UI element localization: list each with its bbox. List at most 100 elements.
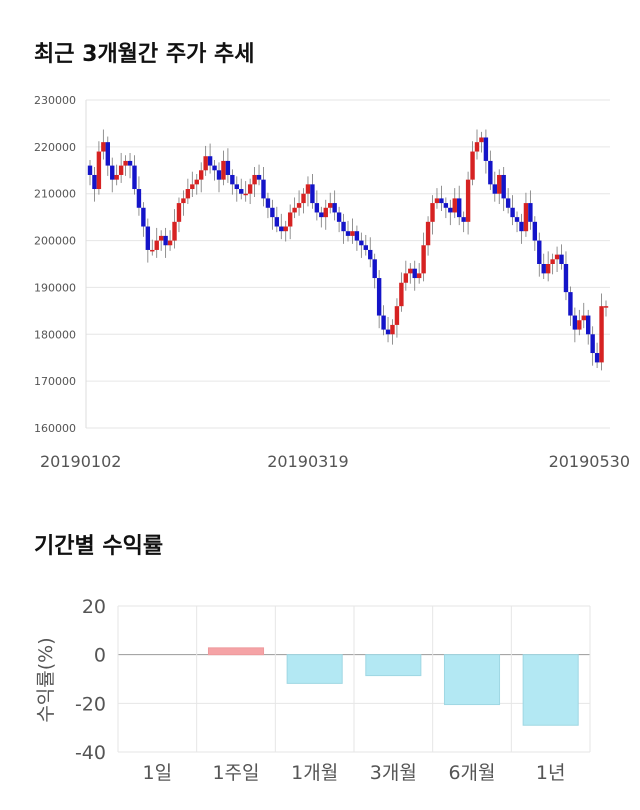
- candle-down: [110, 165, 115, 180]
- candle-down: [510, 207, 515, 218]
- x-category-label: 3개월: [370, 762, 417, 784]
- candle-up: [203, 156, 208, 171]
- candle-down: [256, 174, 262, 180]
- candle-down: [537, 240, 542, 264]
- candle-up: [416, 273, 422, 279]
- candle-down: [345, 231, 351, 236]
- candle-down: [92, 174, 97, 190]
- candle-down: [439, 198, 444, 204]
- candle-down: [141, 207, 146, 227]
- candle-down: [505, 198, 511, 208]
- candle-down: [372, 259, 377, 279]
- return-bar: [522, 654, 579, 726]
- candle-down: [385, 329, 391, 335]
- candle-down: [261, 179, 266, 199]
- candle-up: [252, 174, 257, 185]
- y-tick-label: 160000: [34, 422, 76, 435]
- candle-down: [412, 268, 417, 279]
- candle-up: [421, 245, 426, 274]
- candle-up: [154, 240, 159, 250]
- candle-down: [239, 189, 244, 194]
- candle-up: [283, 226, 288, 232]
- candle-down: [270, 207, 275, 218]
- candle-up: [221, 160, 226, 180]
- candle-down: [541, 264, 546, 274]
- candle-up: [554, 254, 560, 260]
- y-tick-label: 190000: [34, 281, 76, 294]
- candle-up: [296, 203, 302, 208]
- candle-down: [532, 221, 538, 241]
- x-tick-label: 20190102: [40, 452, 121, 471]
- x-category-label: 1년: [536, 762, 566, 784]
- candle-up: [403, 273, 409, 283]
- candle-down: [341, 221, 346, 232]
- candle-up: [350, 231, 355, 236]
- y-tick-label: -20: [75, 693, 106, 715]
- x-tick-label: 20190319: [267, 452, 348, 471]
- candle-down: [207, 156, 213, 166]
- candle-up: [452, 198, 457, 213]
- y-tick-label: 0: [94, 645, 106, 667]
- candle-down: [132, 165, 137, 190]
- candle-up: [323, 207, 328, 218]
- period-return-title: 기간별 수익률: [34, 534, 164, 559]
- candle-up: [479, 137, 484, 143]
- y-axis-label: 수익률(%): [35, 637, 57, 722]
- candle-down: [519, 221, 524, 232]
- return-bar: [207, 647, 265, 656]
- candle-down: [212, 165, 217, 171]
- candle-up: [581, 315, 586, 321]
- candle-down: [127, 160, 133, 166]
- y-tick-label: 230000: [34, 94, 76, 107]
- candle-down: [310, 184, 315, 204]
- candle-up: [394, 306, 400, 325]
- candle-up: [172, 221, 177, 241]
- candle-up: [158, 235, 164, 241]
- candle-up: [425, 221, 431, 246]
- candle-up: [474, 142, 480, 152]
- candle-down: [225, 160, 231, 175]
- candle-down: [448, 207, 453, 213]
- y-tick-label: 200000: [34, 235, 76, 248]
- candle-up: [434, 198, 440, 204]
- candle-up: [390, 324, 395, 335]
- candle-down: [265, 198, 271, 208]
- candle-down: [594, 353, 600, 363]
- candle-up: [465, 179, 471, 222]
- candle-up: [123, 160, 128, 166]
- y-tick-label: 210000: [34, 188, 76, 201]
- candle-down: [568, 292, 573, 316]
- return-bar: [286, 654, 343, 684]
- y-tick-label: 220000: [34, 141, 76, 154]
- y-tick-label: 180000: [34, 328, 76, 341]
- candle-up: [114, 174, 119, 180]
- candle-down: [457, 198, 462, 218]
- price-candlestick-chart: 230000 220000 210000 200000 190000 180000 1700…: [34, 94, 630, 471]
- candle-up: [399, 282, 404, 307]
- candle-down: [359, 240, 364, 246]
- candle-down: [443, 203, 449, 208]
- x-tick-label: 20190530: [549, 452, 630, 471]
- x-category-label: 1개월: [291, 762, 338, 784]
- candle-down: [563, 264, 569, 293]
- candle-down: [279, 226, 284, 232]
- candle-down: [314, 203, 320, 213]
- candle-down: [274, 217, 280, 227]
- return-bar: [443, 654, 501, 706]
- candle-down: [234, 184, 239, 190]
- candle-down: [376, 278, 382, 316]
- candle-down: [586, 315, 591, 335]
- candle-down: [363, 245, 368, 250]
- candle-up: [247, 184, 253, 194]
- candle-up: [167, 240, 173, 246]
- y-tick-label: 20: [82, 596, 106, 618]
- y-tick-label: -40: [75, 742, 106, 764]
- candle-down: [559, 254, 564, 264]
- candle-up: [194, 179, 199, 185]
- x-category-label: 1주일: [212, 762, 259, 784]
- candle-down: [230, 174, 235, 185]
- candle-up: [96, 151, 102, 190]
- candle-up: [176, 203, 182, 222]
- candle-down: [332, 203, 337, 213]
